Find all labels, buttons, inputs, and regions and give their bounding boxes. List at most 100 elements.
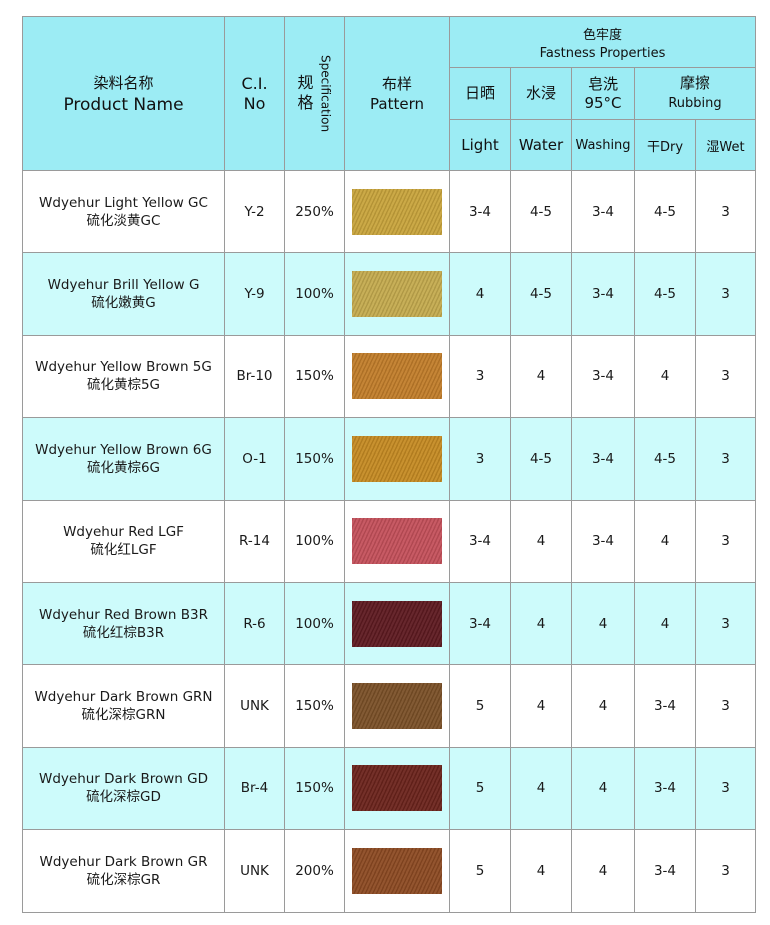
light-cell: 4	[449, 252, 511, 336]
header-specification: 规格 Specification	[284, 16, 345, 171]
table-body: Wdyehur Light Yellow GC 硫化淡黄GC Y-2 250% 3-4 4…	[22, 169, 757, 913]
product-name-cell: Wdyehur Light Yellow GC 硫化淡黄GC	[22, 169, 225, 254]
rubbing-wet-cell: 3	[694, 417, 757, 501]
rubbing-wet-cell: 3	[694, 581, 757, 666]
pattern-cell	[344, 252, 450, 336]
header-washing-temp: 95°C	[584, 93, 622, 112]
ci-no-cell: Y-2	[224, 169, 285, 254]
fabric-swatch	[352, 847, 442, 894]
rubbing-dry-cell: 4-5	[634, 417, 696, 501]
product-name-cell: Wdyehur Dark Brown GR 硫化深棕GR	[22, 829, 225, 913]
product-name-en: Wdyehur Red Brown B3R	[38, 606, 208, 623]
pattern-cell	[344, 581, 450, 666]
water-cell: 4	[510, 499, 572, 583]
header-washing: 皂洗 95°C	[571, 67, 635, 120]
product-name-cell: Wdyehur Brill Yellow G 硫化嫩黄G	[22, 252, 225, 336]
dye-fastness-table: 染料名称 Product Name C.I. No 规格 Specificati…	[22, 16, 757, 913]
product-name-en: Wdyehur Dark Brown GRN	[34, 689, 213, 706]
rubbing-wet-cell: 3	[694, 252, 757, 336]
washing-cell: 3-4	[571, 417, 635, 501]
washing-cell: 3-4	[571, 499, 635, 583]
product-name-en: Wdyehur Light Yellow GC	[39, 194, 208, 211]
pattern-cell	[344, 664, 450, 748]
table-row: Wdyehur Brill Yellow G 硫化嫩黄G Y-9 100% 4 4-5 3-…	[22, 252, 757, 336]
pattern-cell	[344, 334, 450, 419]
pattern-cell	[344, 746, 450, 831]
header-fastness: 色牢度 Fastness Properties	[448, 16, 757, 68]
water-cell: 4-5	[510, 417, 572, 501]
rubbing-wet-cell: 3	[694, 829, 757, 913]
product-name-zh: 硫化深棕GD	[86, 789, 161, 806]
product-name-zh: 硫化深棕GR	[86, 871, 161, 888]
water-cell: 4	[510, 334, 572, 419]
product-name-zh: 硫化淡黄GC	[86, 212, 161, 229]
product-name-en: Wdyehur Red LGF	[63, 524, 184, 541]
spec-cell: 100%	[284, 581, 345, 666]
water-cell: 4	[510, 746, 572, 831]
header-rubbing-en: Rubbing	[668, 96, 722, 111]
spec-cell: 100%	[284, 252, 345, 336]
fabric-swatch	[352, 765, 442, 812]
table-row: Wdyehur Yellow Brown 6G 硫化黄棕6G O-1 150% 3 4-5…	[22, 417, 757, 501]
ci-no-cell: O-1	[224, 417, 285, 501]
product-name-zh: 硫化黄棕6G	[86, 459, 161, 476]
water-cell: 4	[510, 664, 572, 748]
product-name-cell: Wdyehur Dark Brown GD 硫化深棕GD	[22, 746, 225, 831]
fabric-swatch	[352, 353, 442, 400]
water-cell: 4-5	[510, 252, 572, 336]
rubbing-dry-cell: 4	[634, 581, 696, 666]
product-name-cell: Wdyehur Yellow Brown 5G 硫化黄棕5G	[22, 334, 225, 419]
header-spec-zh: 规格	[297, 73, 314, 113]
header-wet: 湿Wet	[694, 119, 757, 171]
product-name-zh: 硫化黄棕5G	[86, 377, 161, 394]
header-water-zh: 水浸	[510, 67, 572, 120]
rubbing-dry-cell: 4-5	[634, 169, 696, 254]
light-cell: 5	[449, 829, 511, 913]
ci-no-cell: Br-4	[224, 746, 285, 831]
fabric-swatch	[352, 683, 442, 730]
header-ci-line2: No	[243, 93, 266, 113]
table-row: Wdyehur Dark Brown GD 硫化深棕GD Br-4 150% 5 4 4 3-…	[22, 746, 757, 831]
washing-cell: 3-4	[571, 169, 635, 254]
ci-no-cell: R-6	[224, 581, 285, 666]
water-cell: 4-5	[510, 169, 572, 254]
rubbing-wet-cell: 3	[694, 169, 757, 254]
water-cell: 4	[510, 829, 572, 913]
product-name-cell: Wdyehur Dark Brown GRN 硫化深棕GRN	[22, 664, 225, 748]
rubbing-wet-cell: 3	[694, 664, 757, 748]
header-washing-en: Washing	[571, 119, 635, 171]
spec-cell: 150%	[284, 664, 345, 748]
pattern-cell	[344, 829, 450, 913]
table-row: Wdyehur Red Brown B3R 硫化红棕B3R R-6 100% 3-4 4 4…	[22, 581, 757, 666]
spec-cell: 150%	[284, 746, 345, 831]
header-product-name-en: Product Name	[63, 95, 184, 115]
product-name-zh: 硫化深棕GRN	[81, 707, 166, 724]
product-name-cell: Wdyehur Red LGF 硫化红LGF	[22, 499, 225, 583]
rubbing-dry-cell: 3-4	[634, 664, 696, 748]
rubbing-wet-cell: 3	[694, 334, 757, 419]
product-name-en: Wdyehur Yellow Brown 6G	[35, 441, 212, 458]
light-cell: 3-4	[449, 499, 511, 583]
header-pattern-en: Pattern	[370, 94, 424, 113]
table-header: 染料名称 Product Name C.I. No 规格 Specificati…	[22, 16, 757, 171]
header-fastness-zh: 色牢度	[583, 27, 623, 43]
pattern-cell	[344, 499, 450, 583]
rubbing-dry-cell: 3-4	[634, 746, 696, 831]
rubbing-dry-cell: 4	[634, 334, 696, 419]
washing-cell: 3-4	[571, 252, 635, 336]
table-row: Wdyehur Light Yellow GC 硫化淡黄GC Y-2 250% 3-4 4…	[22, 169, 757, 254]
header-pattern: 布样 Pattern	[344, 16, 450, 171]
spec-cell: 250%	[284, 169, 345, 254]
product-name-zh: 硫化红棕B3R	[82, 624, 165, 641]
header-pattern-zh: 布样	[381, 74, 412, 93]
product-name-zh: 硫化嫩黄G	[91, 295, 156, 312]
light-cell: 5	[449, 664, 511, 748]
header-product-name: 染料名称 Product Name	[22, 16, 225, 171]
rubbing-wet-cell: 3	[694, 499, 757, 583]
spec-cell: 200%	[284, 829, 345, 913]
spec-cell: 150%	[284, 417, 345, 501]
header-light-en: Light	[449, 119, 511, 171]
header-fastness-en: Fastness Properties	[539, 45, 666, 61]
spec-cell: 100%	[284, 499, 345, 583]
fabric-swatch	[352, 600, 442, 647]
